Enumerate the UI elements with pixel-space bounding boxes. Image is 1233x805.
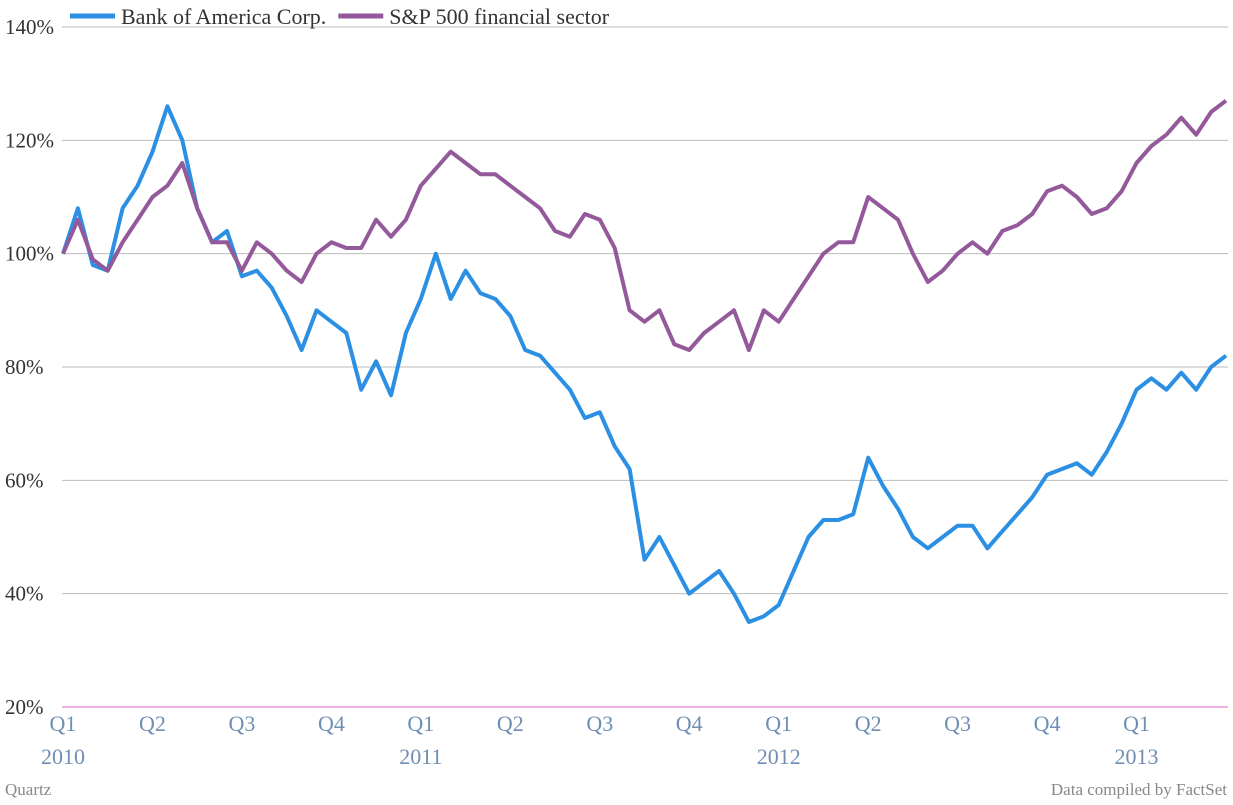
source-right: Data compiled by FactSet xyxy=(1051,780,1227,799)
y-tick-label: 40% xyxy=(5,582,44,606)
x-tick-label: Q3 xyxy=(228,711,255,736)
x-tick-label: Q3 xyxy=(944,711,971,736)
x-tick-label: Q2 xyxy=(497,711,524,736)
source-left: Quartz xyxy=(5,780,52,799)
x-tick-label: Q2 xyxy=(139,711,166,736)
y-tick-label: 80% xyxy=(5,355,44,379)
legend-label: Bank of America Corp. xyxy=(121,4,326,29)
x-year-label: 2012 xyxy=(757,744,801,769)
x-tick-label: Q1 xyxy=(765,711,792,736)
x-tick-label: Q4 xyxy=(318,711,345,736)
y-tick-label: 140% xyxy=(5,15,54,39)
series-line xyxy=(61,99,1228,352)
y-tick-label: 20% xyxy=(5,695,44,719)
y-tick-label: 60% xyxy=(5,468,44,492)
x-tick-label: Q4 xyxy=(1034,711,1061,736)
legend-label: S&P 500 financial sector xyxy=(389,4,609,29)
x-tick-label: Q4 xyxy=(676,711,703,736)
x-year-label: 2013 xyxy=(1115,744,1159,769)
x-tick-label: Q3 xyxy=(586,711,613,736)
y-tick-label: 120% xyxy=(5,128,54,152)
series-line xyxy=(61,104,1228,624)
x-tick-label: Q1 xyxy=(50,711,77,736)
x-tick-label: Q1 xyxy=(407,711,434,736)
y-tick-label: 100% xyxy=(5,242,54,266)
x-tick-label: Q1 xyxy=(1123,711,1150,736)
x-tick-label: Q2 xyxy=(855,711,882,736)
x-year-label: 2011 xyxy=(399,744,442,769)
x-year-label: 2010 xyxy=(41,744,85,769)
